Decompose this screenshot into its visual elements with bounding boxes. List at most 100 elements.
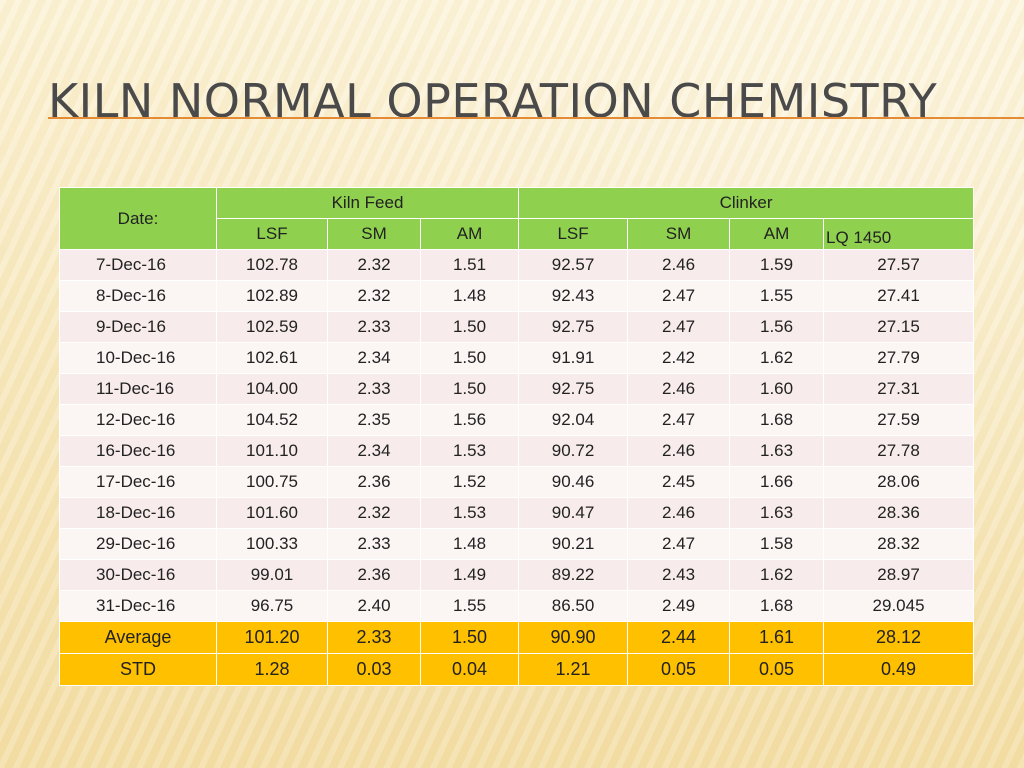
value-cell: 28.36 [823,497,975,529]
value-cell: 101.10 [216,435,328,467]
table-row: 30-Dec-16 99.01 2.36 1.49 89.22 2.43 1.62 28.97 [59,559,975,591]
value-cell: 1.60 [729,373,825,405]
value-cell: 2.33 [327,311,421,343]
date-cell: 8-Dec-16 [59,280,217,312]
value-cell: 92.75 [518,311,629,343]
date-cell: 18-Dec-16 [59,497,217,529]
value-cell: 104.52 [216,404,328,436]
column-header: AM [419,218,520,250]
table-row: 10-Dec-16 102.61 2.34 1.50 91.91 2.42 1.62 27.7… [59,342,975,374]
summary-value: 0.04 [419,653,520,686]
value-cell: 27.79 [823,342,975,374]
value-cell: 27.78 [823,435,975,467]
value-cell: 2.32 [327,249,421,281]
value-cell: 1.49 [419,559,520,591]
value-cell: 1.58 [729,528,825,560]
date-cell: 17-Dec-16 [59,466,217,498]
value-cell: 2.47 [627,404,731,436]
value-cell: 1.53 [419,497,520,529]
summary-label: Average [59,621,217,654]
value-cell: 1.68 [729,590,825,622]
value-cell: 1.55 [729,280,825,312]
value-cell: 90.47 [518,497,629,529]
value-cell: 90.46 [518,466,629,498]
date-cell: 30-Dec-16 [59,559,217,591]
clinker-header: Clinker [518,187,975,219]
value-cell: 2.49 [627,590,731,622]
value-cell: 92.04 [518,404,629,436]
value-cell: 29.045 [823,590,975,622]
table-body: 7-Dec-16 102.78 2.32 1.51 92.57 2.46 1.59 27.57… [59,249,975,686]
value-cell: 28.97 [823,559,975,591]
date-cell: 12-Dec-16 [59,404,217,436]
value-cell: 1.63 [729,497,825,529]
summary-value: 2.44 [627,621,731,654]
header-row-groups: Date: Kiln Feed Clinker [59,187,975,250]
column-header: SM [627,218,731,250]
value-cell: 27.41 [823,280,975,312]
value-cell: 2.33 [327,528,421,560]
table-row: 29-Dec-16 100.33 2.33 1.48 90.21 2.47 1.58 28.3… [59,528,975,560]
value-cell: 2.45 [627,466,731,498]
header-row-columns: LSF SM AM LSF SM AM LQ 1450 [59,218,975,250]
value-cell: 1.51 [419,249,520,281]
value-cell: 1.52 [419,466,520,498]
value-cell: 86.50 [518,590,629,622]
date-cell: 11-Dec-16 [59,373,217,405]
average-row: Average 101.20 2.33 1.50 90.90 2.44 1.61 28.12 [59,621,975,654]
value-cell: 1.53 [419,435,520,467]
value-cell: 2.46 [627,435,731,467]
value-cell: 1.63 [729,435,825,467]
value-cell: 2.34 [327,435,421,467]
value-cell: 1.66 [729,466,825,498]
column-header: SM [327,218,421,250]
value-cell: 104.00 [216,373,328,405]
value-cell: 91.91 [518,342,629,374]
column-header: LSF [518,218,629,250]
column-header: LSF [216,218,328,250]
value-cell: 2.34 [327,342,421,374]
std-row: STD 1.28 0.03 0.04 1.21 0.05 0.05 0.49 [59,653,975,686]
table-row: 9-Dec-16 102.59 2.33 1.50 92.75 2.47 1.56 27.15 [59,311,975,343]
summary-value: 28.12 [823,621,975,654]
value-cell: 92.75 [518,373,629,405]
summary-value: 101.20 [216,621,328,654]
value-cell: 96.75 [216,590,328,622]
value-cell: 102.61 [216,342,328,374]
value-cell: 2.42 [627,342,731,374]
date-cell: 31-Dec-16 [59,590,217,622]
value-cell: 1.62 [729,342,825,374]
slide-title: KILN NORMAL OPERATION CHEMISTRY [48,74,938,128]
summary-value: 90.90 [518,621,629,654]
value-cell: 90.72 [518,435,629,467]
value-cell: 2.36 [327,466,421,498]
table-row: 16-Dec-16 101.10 2.34 1.53 90.72 2.46 1.63 27.7… [59,435,975,467]
value-cell: 1.62 [729,559,825,591]
summary-value: 0.03 [327,653,421,686]
value-cell: 2.33 [327,373,421,405]
value-cell: 2.47 [627,280,731,312]
value-cell: 1.59 [729,249,825,281]
value-cell: 2.43 [627,559,731,591]
table-row: 17-Dec-16 100.75 2.36 1.52 90.46 2.45 1.66 28.0… [59,466,975,498]
value-cell: 1.50 [419,342,520,374]
value-cell: 2.36 [327,559,421,591]
value-cell: 1.50 [419,311,520,343]
value-cell: 28.06 [823,466,975,498]
date-cell: 7-Dec-16 [59,249,217,281]
summary-value: 0.49 [823,653,975,686]
value-cell: 2.32 [327,497,421,529]
column-header: AM [729,218,825,250]
table-row: 7-Dec-16 102.78 2.32 1.51 92.57 2.46 1.59 27.57 [59,249,975,281]
value-cell: 102.59 [216,311,328,343]
value-cell: 1.56 [419,404,520,436]
value-cell: 89.22 [518,559,629,591]
chemistry-table: Date: Kiln Feed Clinker LSF SM AM LSF SM… [59,187,975,686]
table-row: 18-Dec-16 101.60 2.32 1.53 90.47 2.46 1.63 28.3… [59,497,975,529]
value-cell: 2.46 [627,373,731,405]
column-header: LQ 1450 [823,218,975,250]
summary-label: STD [59,653,217,686]
summary-value: 0.05 [627,653,731,686]
value-cell: 1.68 [729,404,825,436]
value-cell: 92.43 [518,280,629,312]
